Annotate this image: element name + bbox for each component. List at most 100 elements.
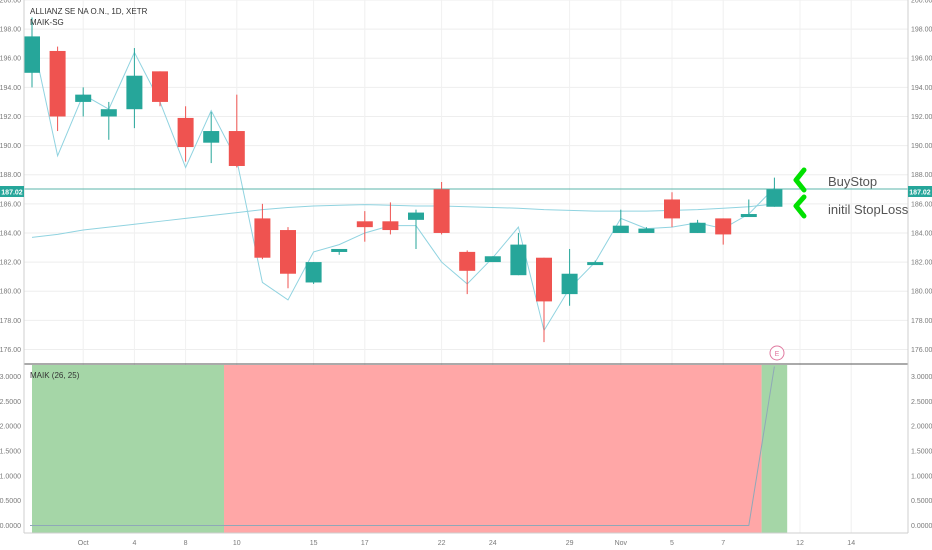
candle-body bbox=[561, 273, 578, 295]
price-tick-label: 190.00 bbox=[0, 143, 21, 150]
close-line bbox=[31, 36, 775, 332]
price-tick-label: 176.00 bbox=[0, 347, 21, 354]
svg-text:187.02: 187.02 bbox=[1, 190, 23, 197]
left-price-axis: 176.00 178.00 180.00 182.00 184.00 186.00 188.… bbox=[0, 0, 21, 354]
candle-body bbox=[587, 262, 604, 266]
candle-body bbox=[638, 228, 655, 233]
candle-down bbox=[382, 202, 399, 235]
candle-body bbox=[75, 94, 92, 102]
candle-up bbox=[766, 177, 783, 207]
right-indicator-axis: 0.0000 0.5000 1.0000 1.5000 2.0000 2.5000 3.00… bbox=[911, 374, 932, 530]
candles bbox=[24, 17, 783, 343]
indicator-tick-label: 2.0000 bbox=[0, 424, 21, 431]
candle-down bbox=[664, 192, 680, 228]
price-tick-label: 180.00 bbox=[0, 289, 21, 296]
indicator-tick-label: 2.5000 bbox=[911, 399, 932, 406]
candle-down bbox=[280, 227, 296, 289]
candle-body bbox=[152, 71, 168, 102]
candle-body bbox=[24, 36, 40, 73]
candle-up bbox=[24, 17, 40, 88]
indicator-title: MAIK (26, 25) bbox=[30, 371, 80, 380]
indicator-zones bbox=[32, 365, 788, 533]
indicator-tick-label: 2.0000 bbox=[911, 424, 932, 431]
candle-up bbox=[638, 227, 655, 233]
time-tick-label: 4 bbox=[132, 540, 136, 547]
indicator-series-line bbox=[30, 366, 775, 527]
buy-stop-label: BuyStop bbox=[828, 174, 877, 189]
indicator-zone-green bbox=[32, 365, 224, 533]
candle-down bbox=[715, 218, 732, 245]
buy-stop-arrow-icon bbox=[793, 167, 807, 193]
earnings-marker[interactable]: E bbox=[769, 345, 785, 361]
candle-body bbox=[612, 225, 629, 233]
stop-loss-label: initil StopLoss bbox=[828, 202, 909, 217]
candle-up bbox=[100, 101, 117, 140]
candle-up bbox=[510, 232, 527, 276]
price-tick-label: 198.00 bbox=[911, 27, 932, 34]
candle-body bbox=[510, 244, 527, 276]
price-tick-label: 186.00 bbox=[911, 201, 932, 208]
candle-down bbox=[254, 203, 271, 260]
price-tick-label: 200.00 bbox=[911, 0, 932, 5]
indicator-tick-label: 0.5000 bbox=[0, 498, 21, 505]
candle-body bbox=[740, 214, 757, 218]
candle-up bbox=[75, 87, 92, 117]
time-tick-label: 10 bbox=[233, 540, 241, 547]
candle-up bbox=[331, 248, 348, 255]
time-tick-label: 7 bbox=[721, 540, 725, 547]
price-tick-label: 194.00 bbox=[911, 85, 932, 92]
candle-down bbox=[536, 257, 552, 343]
time-tick-label: 12 bbox=[796, 540, 804, 547]
time-tick-label: 14 bbox=[847, 540, 855, 547]
candle-up bbox=[587, 260, 604, 266]
close-series-line bbox=[31, 36, 775, 332]
candle-body bbox=[664, 199, 680, 219]
candle-up bbox=[305, 262, 322, 284]
candle-body bbox=[382, 221, 399, 231]
moving-average bbox=[31, 203, 775, 238]
candle-body bbox=[100, 109, 117, 117]
price-panel: 176.00 178.00 180.00 182.00 184.00 186.00 188.… bbox=[0, 0, 932, 533]
candle-body bbox=[331, 248, 348, 252]
candle-up bbox=[740, 199, 757, 218]
price-tick-label: 188.00 bbox=[911, 172, 932, 179]
candle-body bbox=[126, 75, 143, 110]
candle-body bbox=[177, 117, 194, 148]
candle-body bbox=[49, 50, 66, 117]
candle-down bbox=[433, 182, 450, 235]
price-tick-label: 194.00 bbox=[0, 85, 21, 92]
time-axis: Oct 4 8 10 15 17 22 24 29 Nov 5 7 12 14 bbox=[78, 540, 855, 547]
price-tick-label: 180.00 bbox=[911, 289, 932, 296]
price-tick-label: 176.00 bbox=[911, 347, 932, 354]
price-tick-label: 184.00 bbox=[911, 230, 932, 237]
indicator-tick-label: 0.0000 bbox=[0, 523, 21, 530]
candle-body bbox=[433, 189, 450, 233]
indicator-tick-label: 1.5000 bbox=[0, 448, 21, 455]
time-tick-label: 22 bbox=[438, 540, 446, 547]
candle-body bbox=[408, 212, 424, 220]
indicator-tick-label: 0.5000 bbox=[911, 498, 932, 505]
indicator-zone-green bbox=[761, 365, 788, 533]
candle-down bbox=[228, 94, 245, 168]
price-tick-label: 178.00 bbox=[911, 318, 932, 325]
last-price-tag-left: 187.02 bbox=[0, 186, 24, 197]
stop-loss-arrow-icon bbox=[793, 194, 807, 219]
candle-down bbox=[177, 106, 194, 162]
candle-body bbox=[280, 230, 296, 274]
indicator-tick-label: 3.0000 bbox=[0, 374, 21, 381]
price-tick-label: 200.00 bbox=[0, 0, 21, 5]
candle-down bbox=[49, 46, 66, 132]
indicator-tick-label: 1.0000 bbox=[0, 473, 21, 480]
price-tick-label: 178.00 bbox=[0, 318, 21, 325]
price-tick-label: 192.00 bbox=[0, 114, 21, 121]
price-tick-label: 192.00 bbox=[911, 114, 932, 121]
price-tick-label: 186.00 bbox=[0, 201, 21, 208]
candle-body bbox=[484, 256, 501, 263]
time-tick-label: 29 bbox=[566, 540, 574, 547]
right-price-axis: 176.00 178.00 180.00 182.00 184.00 186.00 188.… bbox=[911, 0, 932, 354]
candle-up bbox=[126, 48, 143, 129]
study-title: MAIK-SG bbox=[30, 18, 64, 27]
candle-body bbox=[305, 262, 322, 283]
candle-up bbox=[408, 209, 424, 249]
